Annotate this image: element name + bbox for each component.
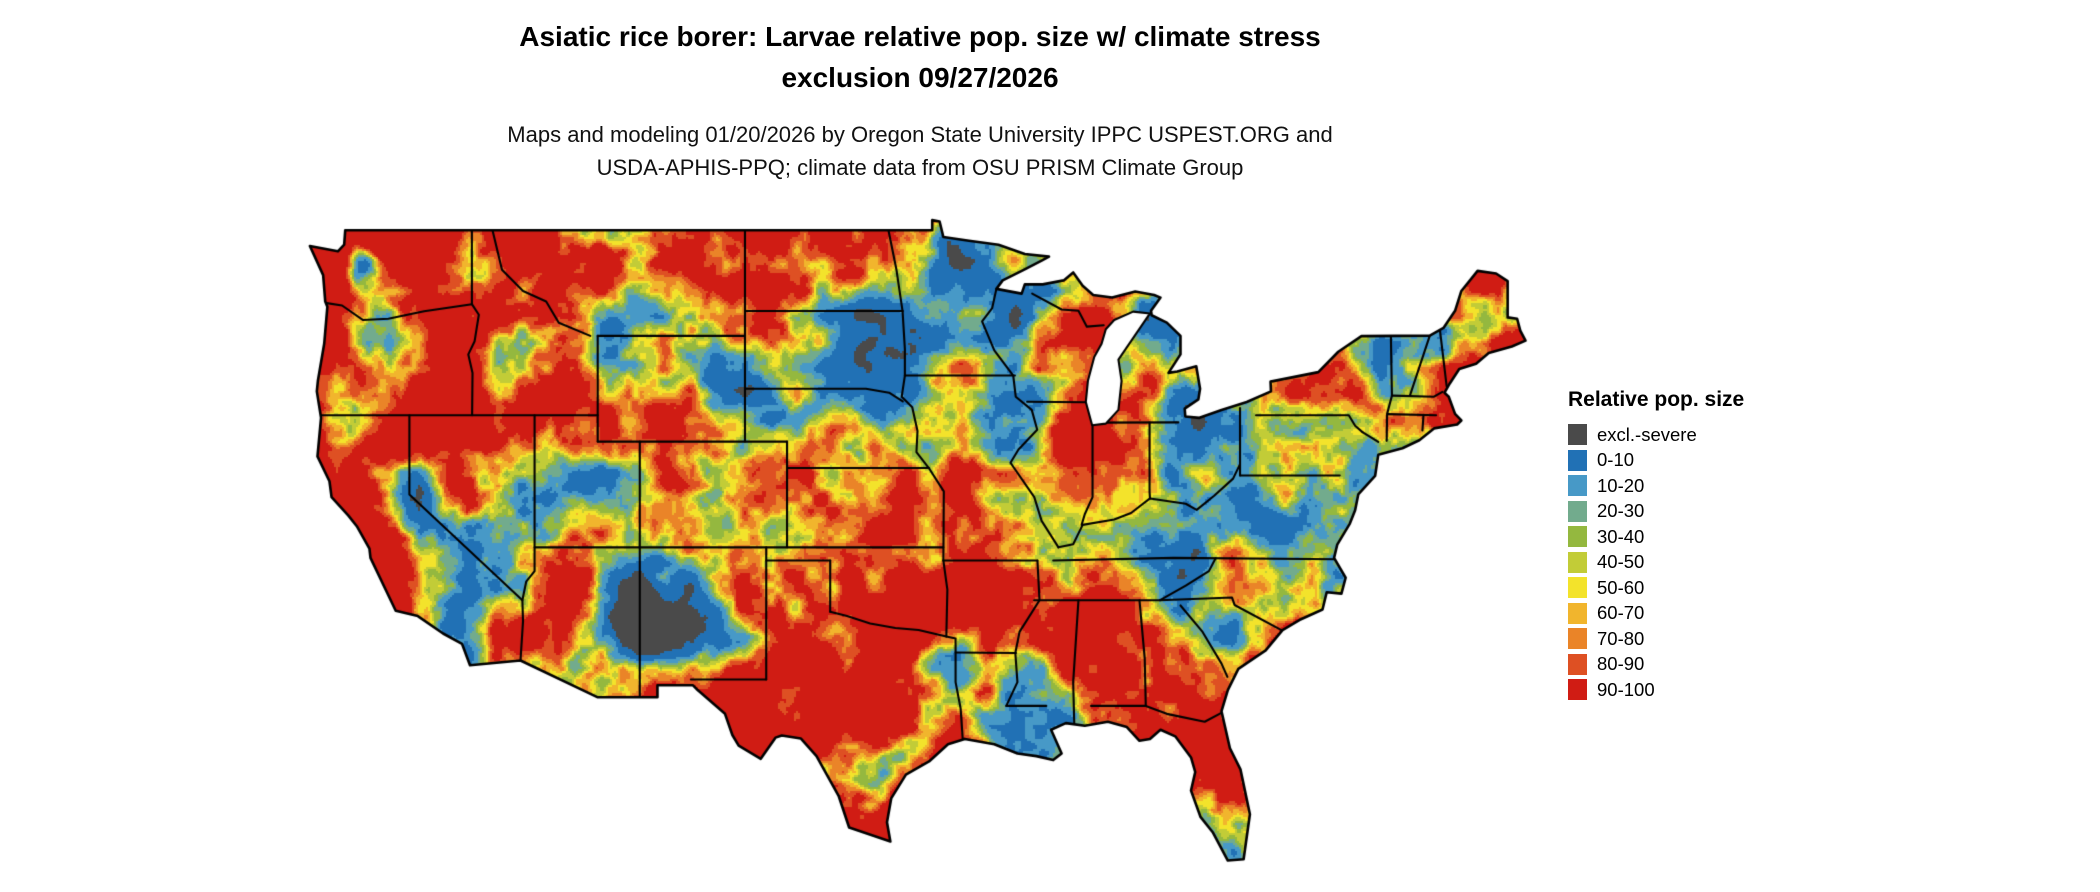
legend-item: 0-10 bbox=[1568, 448, 1868, 474]
legend-swatch bbox=[1568, 500, 1587, 522]
legend-item: 30-40 bbox=[1568, 524, 1868, 550]
map-subtitle-line2: USDA-APHIS-PPQ; climate data from OSU PR… bbox=[596, 155, 1244, 180]
legend-swatch bbox=[1568, 653, 1587, 675]
map-legend: Relative pop. size excl.-severe 0-10 10-20… bbox=[1568, 388, 1868, 703]
map-header: Asiatic rice borer: Larvae relative pop.… bbox=[0, 16, 1840, 184]
legend-swatch bbox=[1568, 551, 1587, 573]
legend-label: 70-80 bbox=[1597, 627, 1645, 649]
legend-label: 60-70 bbox=[1597, 602, 1645, 624]
map-title-line2: exclusion 09/27/2026 bbox=[781, 62, 1059, 93]
legend-swatch bbox=[1568, 679, 1587, 701]
legend-swatch bbox=[1568, 526, 1587, 548]
map-subtitle: Maps and modeling 01/20/2026 by Oregon S… bbox=[0, 118, 1840, 184]
legend-item: 80-90 bbox=[1568, 652, 1868, 678]
legend-label: 20-30 bbox=[1597, 500, 1645, 522]
us-map-canvas bbox=[300, 213, 1535, 883]
map-title-line1: Asiatic rice borer: Larvae relative pop.… bbox=[519, 21, 1321, 52]
legend-label: 0-10 bbox=[1597, 449, 1635, 471]
legend-label: 50-60 bbox=[1597, 576, 1645, 598]
legend-swatch bbox=[1568, 424, 1587, 446]
legend-label: 90-100 bbox=[1597, 678, 1655, 700]
legend-title: Relative pop. size bbox=[1568, 388, 1745, 411]
legend-label: 40-50 bbox=[1597, 551, 1645, 573]
legend-swatch bbox=[1568, 577, 1587, 599]
legend-swatch bbox=[1568, 475, 1587, 497]
legend-item: 20-30 bbox=[1568, 499, 1868, 525]
legend-item: 40-50 bbox=[1568, 550, 1868, 576]
legend-label: excl.-severe bbox=[1597, 423, 1697, 445]
legend-label: 10-20 bbox=[1597, 474, 1645, 496]
legend-swatch bbox=[1568, 628, 1587, 650]
legend-item: 50-60 bbox=[1568, 575, 1868, 601]
legend-swatch bbox=[1568, 449, 1587, 471]
map-title: Asiatic rice borer: Larvae relative pop.… bbox=[0, 16, 1840, 98]
legend-label: 80-90 bbox=[1597, 653, 1645, 675]
legend-label: 30-40 bbox=[1597, 525, 1645, 547]
legend-swatch bbox=[1568, 602, 1587, 624]
legend-items: excl.-severe 0-10 10-20 20-30 30-40 40-50 50-6… bbox=[1568, 422, 1868, 703]
legend-item: 90-100 bbox=[1568, 677, 1868, 703]
legend-item: 70-80 bbox=[1568, 626, 1868, 652]
map-subtitle-line1: Maps and modeling 01/20/2026 by Oregon S… bbox=[507, 122, 1333, 147]
legend-item: 60-70 bbox=[1568, 601, 1868, 627]
legend-item: excl.-severe bbox=[1568, 422, 1868, 448]
legend-item: 10-20 bbox=[1568, 473, 1868, 499]
